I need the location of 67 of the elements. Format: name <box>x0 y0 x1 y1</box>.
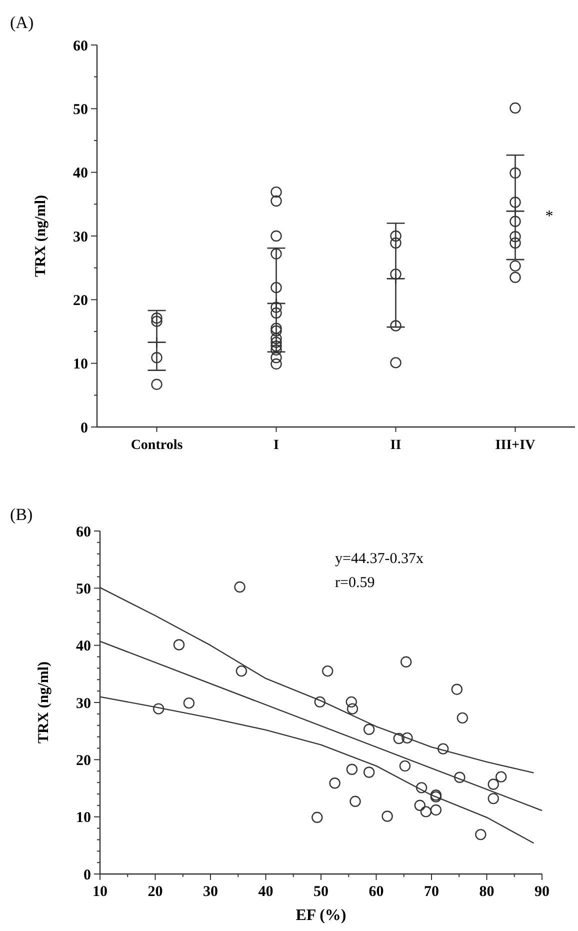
point <box>382 810 393 822</box>
y-tick-label: 0 <box>80 420 88 436</box>
point <box>454 772 466 783</box>
x-axis-title: EF (%) <box>296 907 346 924</box>
x-tick-label: 30 <box>203 884 218 900</box>
y-axis-title: TRX (ng/ml) <box>33 194 49 278</box>
x-tick-label: 40 <box>258 884 274 900</box>
y-tick-label: 10 <box>76 810 91 826</box>
point <box>496 771 507 782</box>
point <box>414 800 426 811</box>
point <box>346 696 357 708</box>
x-tick-label: 60 <box>368 884 384 900</box>
x-tick-label: Controls <box>130 438 184 453</box>
point <box>451 684 463 695</box>
y-tick-label: 30 <box>73 229 88 246</box>
point <box>456 712 468 724</box>
y-tick-label: 20 <box>76 752 91 769</box>
point <box>234 581 246 593</box>
x-tick-label: I <box>274 438 279 453</box>
point <box>173 639 185 650</box>
point <box>488 778 499 790</box>
x-tick-label: 80 <box>479 884 494 900</box>
y-tick-label: 40 <box>73 166 88 182</box>
point <box>312 812 323 824</box>
point <box>236 665 248 677</box>
point <box>475 828 486 840</box>
chart-title: (B) <box>10 505 33 524</box>
x-tick-label: 70 <box>424 884 439 900</box>
chart-title: (A) <box>10 13 34 32</box>
x-tick-label: 20 <box>148 884 163 900</box>
point <box>399 760 411 772</box>
y-tick-label: 60 <box>76 524 91 540</box>
y-tick-label: 0 <box>84 867 91 884</box>
point <box>420 806 432 818</box>
point <box>329 778 340 789</box>
x-tick-label: II <box>390 438 402 453</box>
point <box>350 796 361 807</box>
y-axis-title: TRX (ng/ml) <box>36 661 52 744</box>
point <box>314 696 326 708</box>
point <box>416 782 428 794</box>
y-tick-label: 40 <box>76 638 91 655</box>
point <box>402 732 413 744</box>
point <box>152 703 164 714</box>
annotation: r=0.59 <box>335 575 375 591</box>
point <box>393 732 404 744</box>
y-tick-label: 50 <box>73 102 88 118</box>
point <box>346 703 358 714</box>
y-tick-label: 50 <box>76 581 91 598</box>
annotation: y=44.37-0.37x <box>335 551 424 567</box>
point <box>346 764 358 775</box>
x-tick-label: 90 <box>534 884 550 900</box>
x-tick-label: 10 <box>92 884 108 900</box>
point <box>363 766 375 778</box>
point <box>183 697 195 709</box>
y-tick-label: 30 <box>76 696 91 712</box>
point <box>438 743 449 754</box>
point <box>488 792 499 804</box>
point <box>400 656 412 668</box>
x-tick-label: 50 <box>314 884 328 900</box>
point <box>363 724 375 735</box>
y-tick-label: 20 <box>73 292 88 309</box>
y-tick-label: 60 <box>73 38 88 54</box>
point <box>322 665 334 677</box>
point <box>430 804 442 816</box>
annotation: * <box>545 208 554 225</box>
y-tick-label: 10 <box>73 356 88 373</box>
x-tick-label: III+IV <box>495 438 536 453</box>
